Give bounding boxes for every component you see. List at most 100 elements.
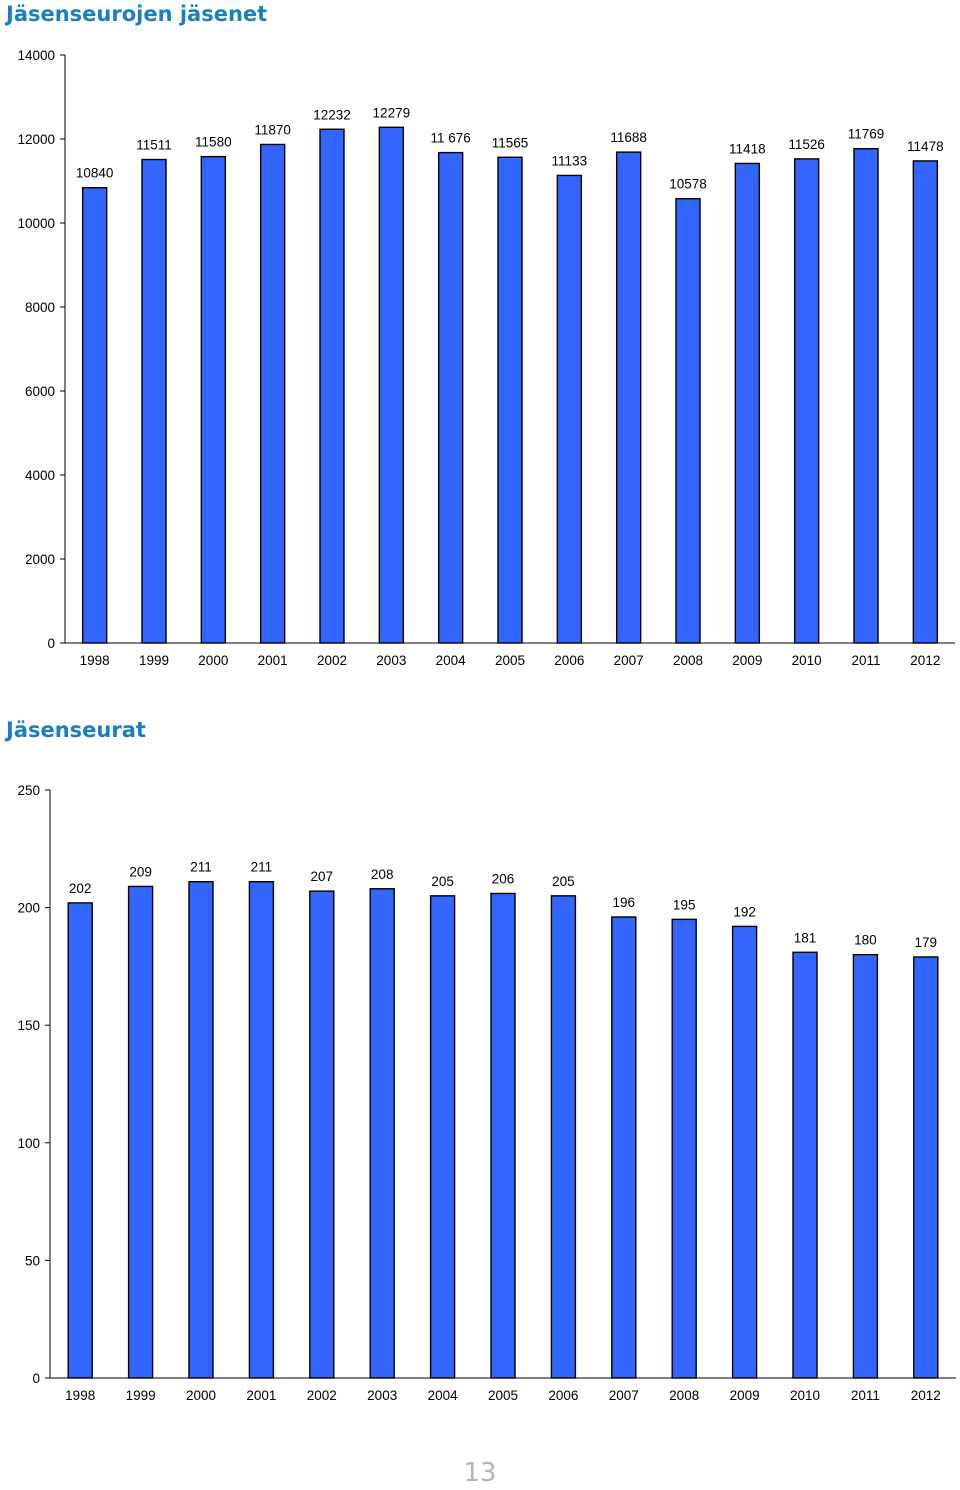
- x-tick-label: 1999: [126, 1388, 156, 1403]
- data-label: 209: [129, 864, 152, 879]
- data-label: 12232: [313, 107, 351, 122]
- x-tick-label: 2009: [732, 653, 762, 668]
- data-label: 10840: [76, 166, 114, 181]
- y-tick-label: 10000: [17, 216, 55, 231]
- data-label: 192: [733, 904, 756, 919]
- x-tick-label: 2011: [851, 653, 880, 668]
- bar-2011: [852, 953, 879, 1379]
- y-tick-label: 150: [17, 1018, 40, 1033]
- data-label: 181: [794, 930, 817, 945]
- data-label: 12279: [373, 105, 411, 120]
- bar-2005: [497, 156, 523, 644]
- x-tick-label: 2001: [258, 653, 288, 668]
- data-label: 211: [251, 860, 273, 875]
- chart-title-members: Jäsenseurojen jäsenet: [6, 2, 268, 26]
- x-tick-label: 2010: [792, 653, 822, 668]
- x-tick-label: 2003: [367, 1388, 397, 1403]
- bar-2006: [550, 895, 577, 1379]
- bar-2001: [259, 143, 286, 644]
- x-tick-label: 2006: [554, 653, 584, 668]
- bar-2012: [913, 956, 939, 1379]
- x-tick-label: 1998: [80, 653, 110, 668]
- data-label: 195: [673, 897, 696, 912]
- bar-2006: [556, 174, 583, 644]
- bar-2012: [912, 160, 939, 644]
- x-tick-label: 2007: [614, 653, 644, 668]
- bar-2008: [675, 198, 701, 644]
- x-tick-label: 1998: [65, 1388, 95, 1403]
- y-tick-label: 8000: [25, 300, 55, 315]
- data-label: 11418: [729, 141, 766, 156]
- x-tick-label: 2002: [317, 653, 347, 668]
- x-tick-label: 2003: [376, 653, 406, 668]
- y-tick-label: 0: [32, 1371, 40, 1386]
- bar-1999: [127, 885, 154, 1379]
- bar-2002: [309, 890, 335, 1379]
- data-label: 11580: [195, 135, 232, 150]
- data-label: 11870: [254, 122, 291, 137]
- y-tick-label: 250: [17, 783, 40, 798]
- bar-2000: [200, 155, 227, 644]
- bar-2003: [369, 888, 395, 1379]
- y-tick-label: 2000: [25, 552, 55, 567]
- x-tick-label: 2011: [851, 1388, 880, 1403]
- bar-2010: [792, 951, 818, 1379]
- x-tick-label: 1999: [139, 653, 169, 668]
- data-label: 10578: [669, 177, 707, 192]
- bar-2001: [248, 881, 275, 1379]
- data-label: 11511: [136, 138, 172, 153]
- clubs-bar-chart: 0 50 100 150 200 250 1998 202 1999 209 2000 211 2001…: [17, 783, 956, 1403]
- bar-2003: [378, 126, 405, 644]
- x-tick-label: 2010: [790, 1388, 820, 1403]
- data-label: 11 676: [431, 131, 471, 146]
- data-label: 179: [915, 935, 938, 950]
- chart-title-clubs: Jäsenseurat: [6, 718, 146, 742]
- x-tick-label: 2001: [246, 1388, 276, 1403]
- data-label: 202: [69, 881, 92, 896]
- x-tick-label: 2012: [911, 1388, 941, 1403]
- x-tick-label: 2009: [730, 1388, 760, 1403]
- x-tick-label: 2007: [609, 1388, 639, 1403]
- y-tick-label: 14000: [17, 48, 55, 63]
- bar-1998: [67, 902, 93, 1379]
- data-label: 11688: [610, 130, 647, 145]
- y-tick-label: 6000: [25, 384, 55, 399]
- data-label: 205: [552, 874, 575, 889]
- y-tick-label: 50: [25, 1253, 40, 1268]
- data-label: 11526: [788, 137, 825, 152]
- y-tick-label: 4000: [25, 468, 55, 483]
- bar-1999: [141, 158, 167, 644]
- data-label: 11478: [907, 139, 944, 154]
- x-tick-label: 2008: [669, 1388, 699, 1403]
- bar-2002: [319, 128, 345, 644]
- data-label: 180: [854, 933, 877, 948]
- bar-2007: [611, 916, 637, 1379]
- bar-2009: [734, 162, 761, 644]
- data-label: 205: [431, 874, 454, 889]
- y-tick-label: 100: [17, 1136, 40, 1151]
- bar-2009: [731, 925, 758, 1379]
- page-number: 13: [463, 1458, 497, 1488]
- data-label: 11565: [492, 135, 529, 150]
- members-bar-chart: 0 2000 4000 6000 8000 10000 12000 14000 1998 1084…: [17, 48, 955, 668]
- bar-2004: [437, 151, 464, 644]
- data-label: 11133: [552, 153, 588, 168]
- bar-2000: [188, 881, 214, 1379]
- y-tick-label: 200: [17, 901, 40, 916]
- data-label: 208: [371, 867, 394, 882]
- data-label: 196: [613, 895, 636, 910]
- bar-2004: [429, 895, 456, 1379]
- x-tick-label: 2000: [186, 1388, 216, 1403]
- x-tick-label: 2004: [436, 653, 467, 668]
- data-label: 206: [492, 871, 515, 886]
- data-label: 11769: [848, 127, 885, 142]
- y-tick-label: 0: [47, 636, 55, 651]
- bar-1998: [81, 187, 108, 644]
- x-tick-label: 2008: [673, 653, 703, 668]
- bar-2010: [793, 158, 820, 644]
- x-tick-label: 2000: [198, 653, 228, 668]
- y-tick-label: 12000: [17, 132, 55, 147]
- data-label: 207: [311, 869, 334, 884]
- bar-2011: [853, 148, 879, 644]
- x-tick-label: 2012: [910, 653, 940, 668]
